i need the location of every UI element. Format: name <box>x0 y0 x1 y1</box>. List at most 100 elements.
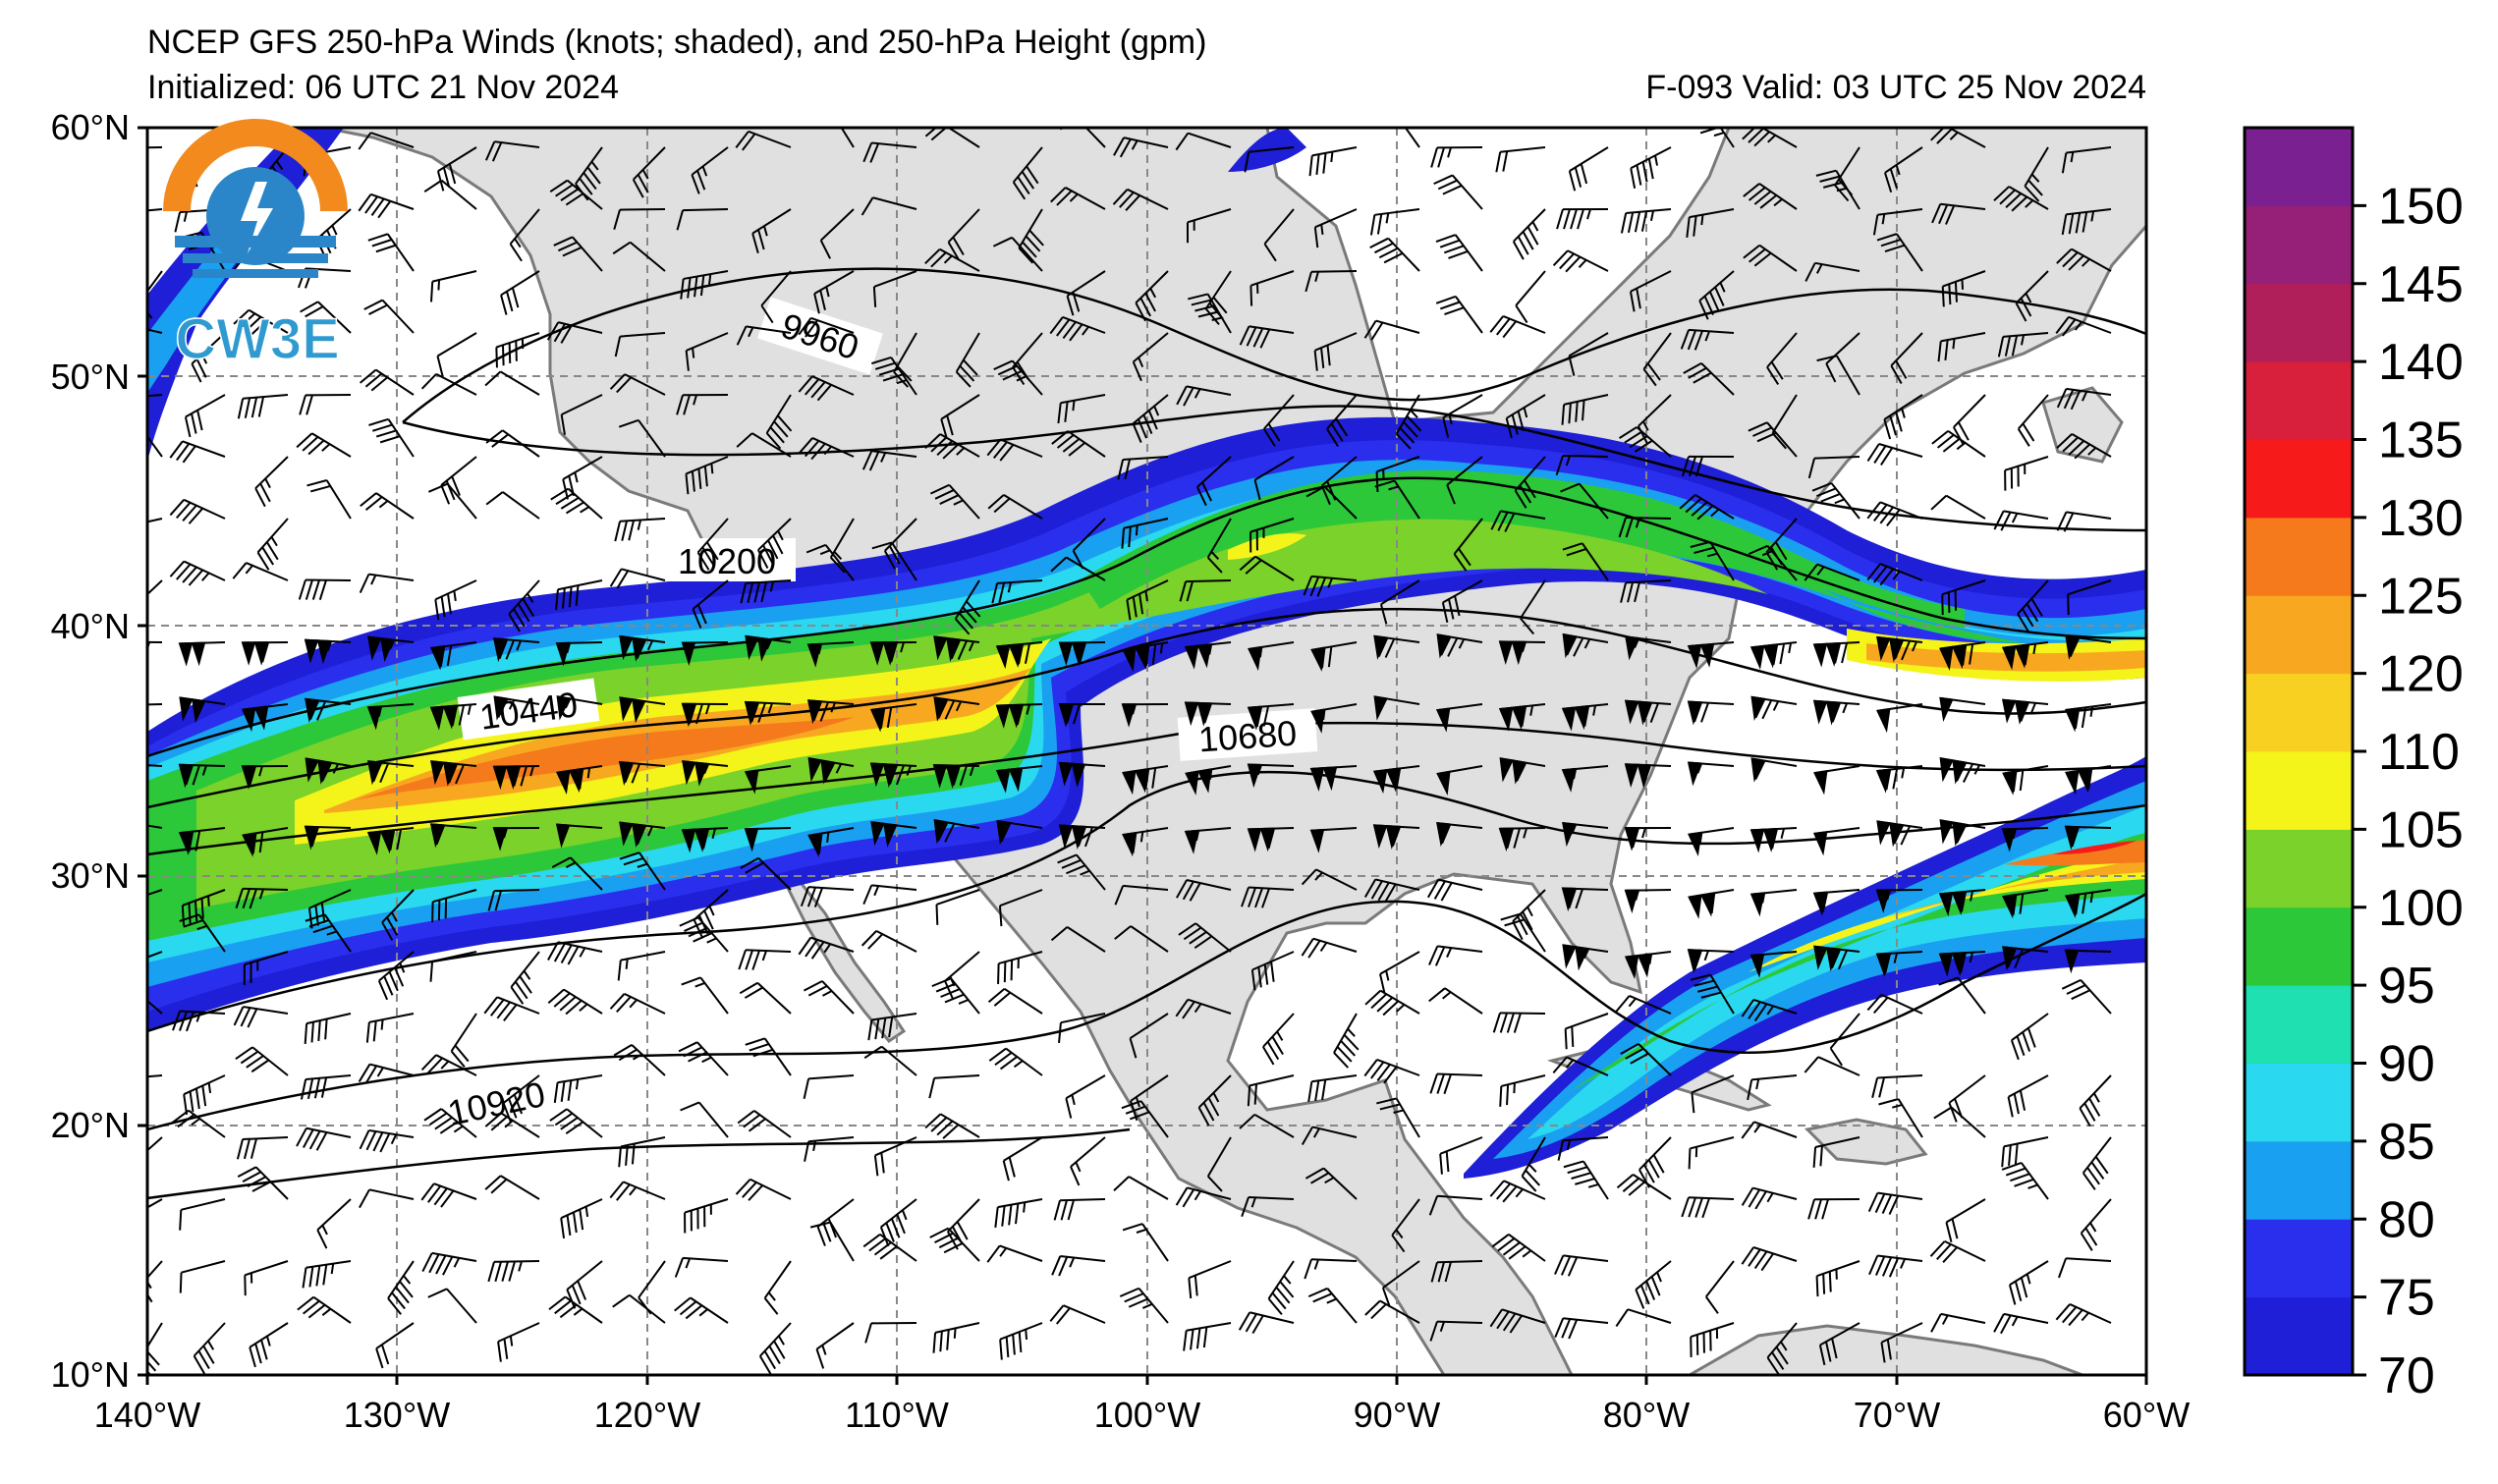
wind-barb <box>508 579 540 632</box>
wind-barb <box>1114 884 1169 906</box>
wind-barb <box>363 299 415 334</box>
wind-barb <box>1070 1136 1106 1186</box>
wind-barb <box>815 1322 855 1369</box>
wind-barb <box>765 394 793 450</box>
wind-barb <box>1698 270 1735 320</box>
wind-barb <box>1813 765 1860 796</box>
wind-barb <box>2080 1198 2112 1251</box>
wind-barb <box>1619 426 1672 458</box>
wind-barb <box>819 208 855 259</box>
wind-barb <box>987 987 1043 1015</box>
wind-barb <box>1372 824 1420 850</box>
wind-barb <box>813 270 855 314</box>
wind-barb <box>1066 270 1106 316</box>
wind-barb <box>1818 1322 1860 1366</box>
wind-barb <box>1238 1311 1295 1335</box>
wind-barb <box>233 308 289 336</box>
wind-barb <box>1812 699 1860 726</box>
wind-barb <box>1875 889 1923 913</box>
wind-barb <box>2056 511 2112 532</box>
wind-barb <box>1624 827 1672 852</box>
wind-barb <box>1309 827 1358 853</box>
wind-barb <box>147 208 163 215</box>
wind-barb <box>1620 208 1672 234</box>
wind-barb <box>193 1322 226 1375</box>
wind-barb <box>609 1181 666 1201</box>
wind-barb <box>147 518 163 529</box>
wind-barb <box>929 483 980 520</box>
wind-barb <box>420 372 477 396</box>
wind-barb <box>798 375 855 402</box>
wind-barb <box>737 1110 792 1138</box>
wind-barb <box>367 233 415 272</box>
wind-barb <box>1178 922 1232 953</box>
wind-barb <box>619 634 666 662</box>
wind-barb <box>758 1322 792 1375</box>
wind-barb <box>299 394 352 415</box>
wind-barb <box>147 951 163 969</box>
wind-barb <box>1568 146 1609 192</box>
wind-barb <box>619 821 666 849</box>
wind-barb <box>147 1074 163 1080</box>
wind-barb <box>147 579 163 613</box>
wind-barb <box>1305 1167 1358 1200</box>
wind-barb <box>304 638 352 665</box>
wind-barb <box>1121 703 1169 728</box>
wind-barb <box>1568 332 1609 376</box>
wind-barb <box>674 1296 729 1324</box>
wind-barb <box>147 762 163 767</box>
wind-barb <box>871 541 917 581</box>
wind-barb <box>1308 146 1358 177</box>
wind-barb <box>147 146 163 149</box>
wind-barb <box>1743 244 1798 272</box>
wind-barb <box>1435 295 1483 334</box>
wind-barb <box>1301 1126 1358 1145</box>
height-contours <box>147 267 2146 1200</box>
wind-barb <box>1250 951 1295 991</box>
wind-barb <box>1931 202 1986 225</box>
wind-barb <box>1804 1056 1860 1076</box>
wind-barb <box>757 518 792 569</box>
wind-barb <box>1426 878 1483 902</box>
wind-barb <box>2067 579 2112 616</box>
wind-barb <box>1132 332 1169 382</box>
wind-barb <box>1058 761 1106 788</box>
wind-barb <box>1057 394 1106 424</box>
wind-barb <box>551 856 603 891</box>
wind-barb <box>297 1295 352 1324</box>
wind-barb <box>924 1113 980 1139</box>
wind-barbs <box>147 128 2112 1375</box>
wind-barb <box>1490 510 1546 532</box>
wind-barb <box>1812 1136 1860 1168</box>
wind-barb <box>676 394 729 415</box>
wind-barb <box>684 1198 729 1234</box>
wind-barb <box>1498 827 1546 852</box>
wind-barb <box>1326 394 1358 447</box>
colorbar-tick-label: 145 <box>2378 256 2464 313</box>
colorbar-tick-label: 70 <box>2378 1347 2435 1404</box>
wind-barb <box>1878 1098 1923 1138</box>
wind-barb <box>1135 270 1169 322</box>
wind-barb <box>1114 925 1169 953</box>
colorbar-swatch <box>2245 128 2353 206</box>
wind-barb <box>1374 479 1420 520</box>
wind-barb <box>1741 1186 1798 1210</box>
wind-barb <box>1429 1320 1483 1342</box>
wind-barb <box>483 996 540 1021</box>
wind-barb <box>738 949 792 970</box>
wind-barb <box>1498 640 1546 666</box>
wind-barb <box>618 1136 666 1168</box>
wind-barb <box>2010 1013 2049 1061</box>
wind-barb <box>1561 887 1609 912</box>
wind-barb <box>1690 1322 1735 1357</box>
wind-barb <box>1871 1074 1923 1099</box>
wind-barb <box>995 641 1043 670</box>
wind-barb <box>553 236 603 272</box>
wind-barb <box>181 889 226 926</box>
wind-barb <box>798 437 855 461</box>
wind-barb <box>1876 703 1923 734</box>
wind-barb <box>555 579 603 611</box>
wind-barb <box>999 1322 1043 1360</box>
wind-barb <box>2002 889 2049 919</box>
wind-barb <box>381 889 415 941</box>
